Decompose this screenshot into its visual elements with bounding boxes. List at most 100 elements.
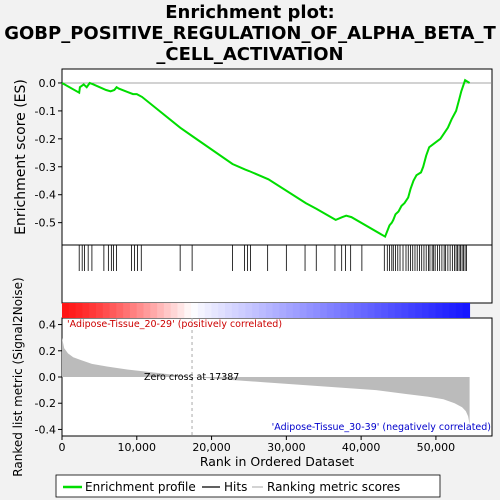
rank-color-segment (455, 303, 464, 318)
legend-label-metric: Ranking metric scores (267, 480, 400, 494)
x-tick-label: 40,000 (342, 441, 381, 454)
legend-label-hits: Hits (224, 480, 247, 494)
rank-color-segment (123, 303, 131, 318)
positive-correlation-label: 'Adipose-Tissue_20-29' (positively corre… (67, 319, 282, 330)
es-y-tick-label: 0.0 (39, 77, 57, 90)
hits-panel-frame (61, 244, 493, 304)
es-y-axis-label: Enrichment score (ES) (13, 79, 29, 235)
rank-color-segment (286, 303, 294, 318)
rank-color-segment (394, 303, 403, 318)
rank-color-segment (150, 303, 158, 318)
rank-color-segment (102, 303, 111, 318)
rank-color-segment (163, 303, 172, 318)
rank-color-segment (313, 303, 321, 318)
rank-color-segment (252, 303, 260, 318)
enrichment-profile-line (61, 78, 471, 239)
rank-color-segment (68, 303, 77, 318)
rank-color-segment (326, 303, 335, 318)
es-y-tick-label: -0.3 (35, 161, 56, 174)
metric-y-tick-label: 0.0 (39, 371, 57, 384)
rank-color-segment (347, 303, 355, 318)
rank-color-segment (272, 303, 280, 318)
zero-cross-label: Zero cross at 17387 (144, 372, 239, 383)
rank-color-segment (204, 303, 212, 318)
rank-color-segment (292, 303, 301, 318)
metric-y-ticks: 0.4 0.2 0.0 -0.2 -0.4 (35, 319, 62, 436)
rank-color-segment (449, 303, 457, 318)
es-y-ticks: 0.0 -0.1 -0.2 -0.3 -0.4 -0.5 (35, 77, 62, 230)
metric-y-axis-label: Ranked list metric (Signal2Noise) (11, 277, 25, 476)
rank-color-segment (306, 303, 314, 318)
rank-color-segment (231, 303, 240, 318)
rank-color-segment (211, 303, 219, 318)
metric-area-group (62, 318, 470, 436)
rank-color-segment (82, 303, 90, 318)
rank-color-segment (62, 303, 70, 318)
es-y-tick-label: -0.2 (35, 133, 56, 146)
ranking-metric-area (62, 337, 470, 425)
rank-color-segment (422, 303, 430, 318)
es-y-tick-label: -0.4 (35, 189, 56, 202)
rank-color-segment (170, 303, 178, 318)
rank-color-segment (374, 303, 382, 318)
hit-marks (78, 245, 467, 271)
rank-color-segment (360, 303, 369, 318)
rank-color-segment (415, 303, 423, 318)
rank-color-segment (462, 303, 471, 318)
rank-color-segment (401, 303, 409, 318)
x-tick-label: 10,000 (118, 441, 157, 454)
es-panel-frame (61, 68, 493, 246)
negative-correlation-label: 'Adipose-Tissue_30-39' (negatively corre… (272, 422, 491, 433)
es-y-tick-label: -0.1 (35, 105, 56, 118)
rank-color-segment (408, 303, 416, 318)
rank-color-segment (354, 303, 362, 318)
legend-box (55, 474, 441, 498)
rank-color-segment (367, 303, 375, 318)
rank-color-segment (258, 303, 267, 318)
metric-y-tick-label: -0.2 (35, 397, 56, 410)
chart-title-line-1: Enrichment plot: (165, 2, 335, 23)
es-y-tick-label: -0.5 (35, 217, 56, 230)
rank-color-segment (320, 303, 328, 318)
rank-color-segment (89, 303, 97, 318)
rank-color-segment (95, 303, 104, 318)
metric-y-tick-label: 0.4 (39, 319, 57, 332)
rank-color-segment (157, 303, 165, 318)
rank-color-segment (143, 303, 151, 318)
es-line-group (61, 78, 471, 239)
rank-color-segment (197, 303, 206, 318)
rank-color-segment (442, 303, 450, 318)
metric-y-tick-label: -0.4 (35, 423, 56, 436)
rank-color-bar (62, 303, 471, 318)
rank-color-segment (428, 303, 437, 318)
rank-color-segment (184, 303, 192, 318)
rank-color-segment (129, 303, 138, 318)
rank-color-segment (116, 303, 124, 318)
chart-title: Enrichment plot: GOBP_POSITIVE_REGULATIO… (0, 2, 500, 65)
rank-color-segment (238, 303, 246, 318)
x-tick-label: 20,000 (192, 441, 231, 454)
x-axis-label: Rank in Ordered Dataset (200, 454, 354, 469)
chart-title-line-2: GOBP_POSITIVE_REGULATION_OF_ALPHA_BETA_T (4, 23, 496, 44)
metric-y-tick-label: 0.2 (39, 345, 57, 358)
chart-title-line-3: _CELL_ACTIVATION (156, 44, 344, 65)
x-axis-ticks: 0 10,000 20,000 30,000 40,000 50,000 (59, 436, 455, 454)
rank-color-segment (225, 303, 233, 318)
x-tick-label: 30,000 (267, 441, 306, 454)
rank-color-segment (340, 303, 348, 318)
rank-color-segment (109, 303, 117, 318)
rank-color-segment (218, 303, 226, 318)
rank-color-segment (388, 303, 396, 318)
rank-color-segment (435, 303, 443, 318)
rank-color-segment (279, 303, 287, 318)
rank-color-segment (177, 303, 185, 318)
rank-color-segment (245, 303, 253, 318)
x-tick-label: 0 (59, 441, 66, 454)
rank-color-segment (381, 303, 389, 318)
rank-color-segment (299, 303, 308, 318)
rank-color-segment (75, 303, 83, 318)
rank-color-segment (333, 303, 342, 318)
rank-color-segment (265, 303, 274, 318)
rank-color-segment (136, 303, 145, 318)
